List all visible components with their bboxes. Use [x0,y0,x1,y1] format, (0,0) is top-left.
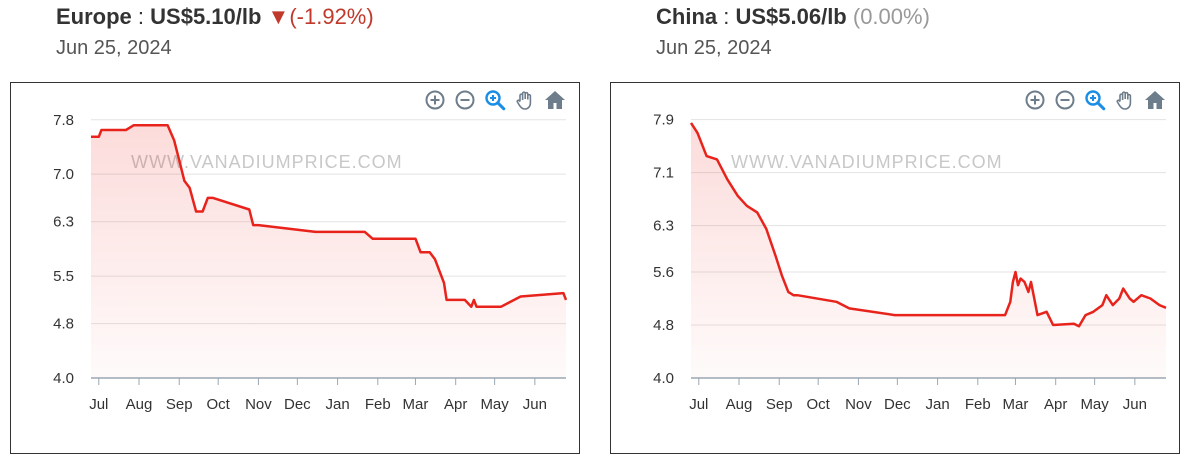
x-tick-label: Jul [689,396,708,413]
x-tick-label: Apr [444,396,467,413]
zoom-in-icon[interactable] [1023,88,1047,112]
x-tick-label: Apr [1044,396,1067,413]
zoom-out-icon[interactable] [453,88,477,112]
down-arrow-icon: ▼ [267,4,290,29]
zoom-in-icon[interactable] [423,88,447,112]
europe-chart-box[interactable]: 4.0 4.8 5.5 6.3 7.0 7.8 Jul Aug Sep Oct Nov Dec Jan F… [10,82,580,454]
europe-price: US$5.10/lb [150,4,262,29]
x-tick-label: May [1080,396,1109,413]
x-tick-label: Mar [403,396,429,413]
x-tick-label: Jun [1123,396,1147,413]
y-tick-label: 4.0 [53,370,74,387]
x-tick-label: Jan [325,396,349,413]
europe-chart-toolbar [423,88,567,112]
pan-hand-icon[interactable] [513,88,537,112]
x-tick-label: Mar [1003,396,1029,413]
china-chart-toolbar [1023,88,1167,112]
magnify-icon[interactable] [483,88,507,112]
pan-hand-icon[interactable] [1113,88,1137,112]
china-panel: China : US$5.06/lb (0.00%) Jun 25, 2024 … [610,0,1182,460]
y-tick-label: 6.3 [653,218,674,235]
china-price: US$5.06/lb [735,4,847,29]
europe-market-name: Europe [56,4,132,29]
x-tick-label: Dec [884,396,911,413]
x-tick-label: May [480,396,509,413]
watermark-text: WWW.VANADIUMPRICE.COM [131,152,403,172]
x-tick-label: Jul [89,396,108,413]
magnify-icon[interactable] [1083,88,1107,112]
home-icon[interactable] [543,88,567,112]
price-series-line [91,123,568,308]
y-tick-label: 6.3 [53,214,74,231]
europe-price-header: Europe : US$5.10/lb ▼(-1.92%) [56,4,374,29]
zoom-out-icon[interactable] [1053,88,1077,112]
x-tick-label: Feb [365,396,391,413]
y-tick-label: 7.1 [653,165,674,182]
home-icon[interactable] [1143,88,1167,112]
europe-panel: Europe : US$5.10/lb ▼(-1.92%) Jun 25, 20… [10,0,582,460]
x-tick-label: Aug [126,396,153,413]
y-tick-label: 7.0 [53,166,74,183]
y-tick-label: 5.5 [53,268,74,285]
europe-date: Jun 25, 2024 [56,37,172,59]
y-tick-label: 5.6 [653,264,674,281]
y-tick-label: 4.8 [653,317,674,334]
china-market-name: China [656,4,718,29]
china-price-header: China : US$5.06/lb (0.00%) [656,4,930,29]
y-tick-label: 4.0 [653,370,674,387]
x-tick-label: Oct [207,396,231,413]
price-area-fill [91,125,566,378]
x-tick-label: Jun [523,396,547,413]
x-tick-label: Nov [245,396,272,413]
y-tick-label: 7.9 [653,112,674,129]
china-change: (0.00%) [853,4,930,29]
y-tick-label: 4.8 [53,316,74,333]
x-tick-label: Sep [766,396,793,413]
x-tick-label: Feb [965,396,991,413]
china-chart-box[interactable]: 4.0 4.8 5.6 6.3 7.1 7.9 Jul Aug Sep Oct Nov Dec Jan F… [610,82,1180,454]
china-change-percent: (0.00%) [852,4,930,29]
x-tick-label: Sep [166,396,193,413]
x-tick-label: Dec [284,396,311,413]
x-tick-label: Jan [925,396,949,413]
x-tick-label: Oct [807,396,831,413]
europe-change-percent: (-1.92%) [289,4,374,29]
china-price-chart[interactable]: 4.0 4.8 5.6 6.3 7.1 7.9 Jul Aug Sep Oct Nov Dec Jan F… [611,83,1181,455]
x-tick-label: Nov [845,396,872,413]
china-date: Jun 25, 2024 [656,37,772,59]
x-tick-label: Aug [726,396,753,413]
y-tick-label: 7.8 [53,112,74,129]
watermark-text: WWW.VANADIUMPRICE.COM [731,152,1003,172]
europe-price-chart[interactable]: 4.0 4.8 5.5 6.3 7.0 7.8 Jul Aug Sep Oct Nov Dec Jan F… [11,83,581,455]
price-series-line [689,122,1167,328]
europe-change: ▼(-1.92%) [268,4,374,29]
